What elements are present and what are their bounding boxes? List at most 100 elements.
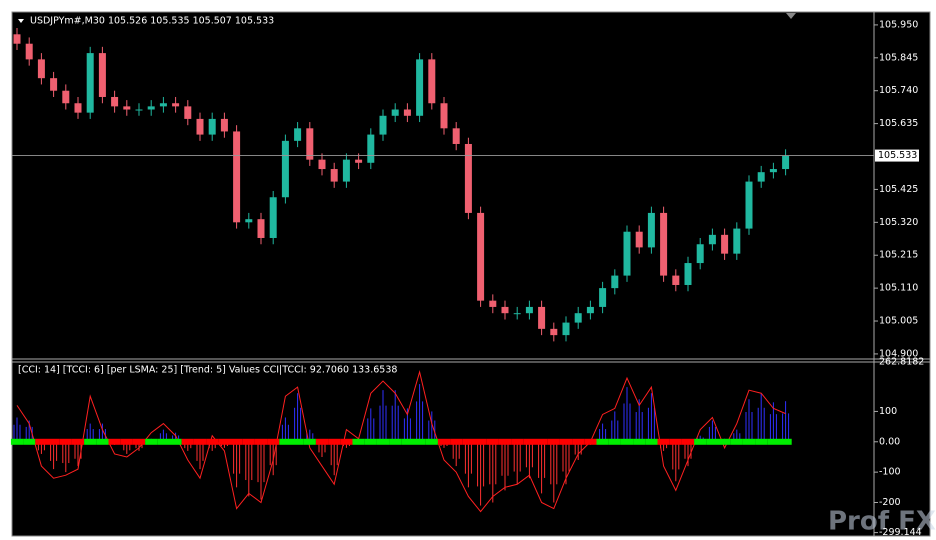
trend-bar [389,438,402,445]
trend-bar [108,438,121,445]
trend-bar [450,438,463,445]
y-tick-label: 105.110 [879,283,918,294]
y-tick-label: 105.635 [879,118,918,129]
trend-bar [340,438,353,445]
trend-bar [193,438,207,445]
candle-body [233,131,241,223]
trend-bar [132,438,146,445]
y-tick-label: -299.144 [879,527,922,538]
candle-body [489,300,497,307]
candle-body [428,59,436,104]
trend-bar [157,438,170,445]
candle-body [37,59,45,79]
trend-bar [669,438,682,445]
y-tick-label: -200 [879,497,901,508]
trend-bar [71,438,85,445]
candle-body [623,231,631,276]
candle-body [550,328,558,336]
candle-body [391,109,399,116]
candle-body [708,234,716,245]
indicator-title: [CCI: 14] [TCCI: 6] [per LSMA: 25] [Tren… [18,365,397,376]
chart-title: USDJPYm#,M30 105.526 105.535 105.507 105… [30,16,274,27]
trend-bar [633,438,646,445]
trend-bar [511,438,524,445]
trend-bar [645,438,658,445]
candle-body [50,78,58,91]
candle-body [294,128,302,141]
candle-body [733,228,741,254]
trend-bar [437,438,451,445]
y-tick-label: 105.005 [879,316,918,327]
candle-body [416,59,424,116]
candle-body [769,169,777,173]
candle-body [647,212,655,248]
trend-bar [181,438,194,445]
trend-bar [474,438,487,445]
y-tick-label: 0.00 [879,436,900,447]
trend-bar [523,438,536,445]
candle-body [574,313,582,323]
candle-body [123,106,131,110]
last-price-label: 105.533 [878,150,917,161]
candle-body [135,109,143,111]
trend-bar [96,438,109,445]
trend-bar [462,438,475,445]
candle-body [220,118,228,132]
trend-bar [547,438,560,445]
trend-bar [755,438,768,445]
trend-bar [730,438,743,445]
trend-bar [120,438,133,445]
candle-body [696,244,704,264]
candle-body [25,43,33,60]
trend-bar [535,438,548,445]
candle-body [452,128,460,144]
candle-body [208,118,216,135]
trend-bar [620,438,634,445]
menu-arrow[interactable] [18,19,24,23]
trend-bar [352,438,365,445]
trend-bar [596,438,609,445]
candle-body [538,306,546,329]
y-tick-label: 262.8182 [879,357,924,368]
trend-bar [315,438,329,445]
candle-body [660,212,668,276]
trend-bar [267,438,280,445]
candle-body [745,181,753,229]
candle-body [782,155,790,170]
candle-body [721,234,729,254]
candle-body [62,90,70,104]
trend-bar [572,438,585,445]
candle-body [342,159,350,182]
candle-body [403,109,411,116]
candle-body [318,159,326,170]
trend-bar [694,438,707,445]
candle-body [440,103,448,129]
y-tick-label: 104.900 [879,348,918,359]
candle-body [111,96,119,107]
trend-bar [169,438,182,445]
candle-body [269,197,277,238]
trend-bar [35,438,48,445]
trend-bar [706,438,719,445]
trend-bar [23,438,36,445]
candle-body [98,53,106,97]
trend-bar [584,438,597,445]
trend-bar [254,438,268,445]
trend-bar [328,438,341,445]
y-tick-label: 100 [879,406,897,417]
candle-body [245,219,253,223]
trend-bar [364,438,377,445]
candle-body [281,140,289,198]
candle-body [86,53,94,113]
candle-body [501,306,509,314]
trend-bar [767,438,780,445]
candle-body [477,212,485,301]
trend-bar [608,438,621,445]
trend-bar [413,438,426,445]
trend-bar [401,438,414,445]
trend-bar [657,438,670,445]
candle-body [184,106,192,119]
trend-bar [206,438,219,445]
trend-bar [376,438,390,445]
candle-body [757,172,765,182]
